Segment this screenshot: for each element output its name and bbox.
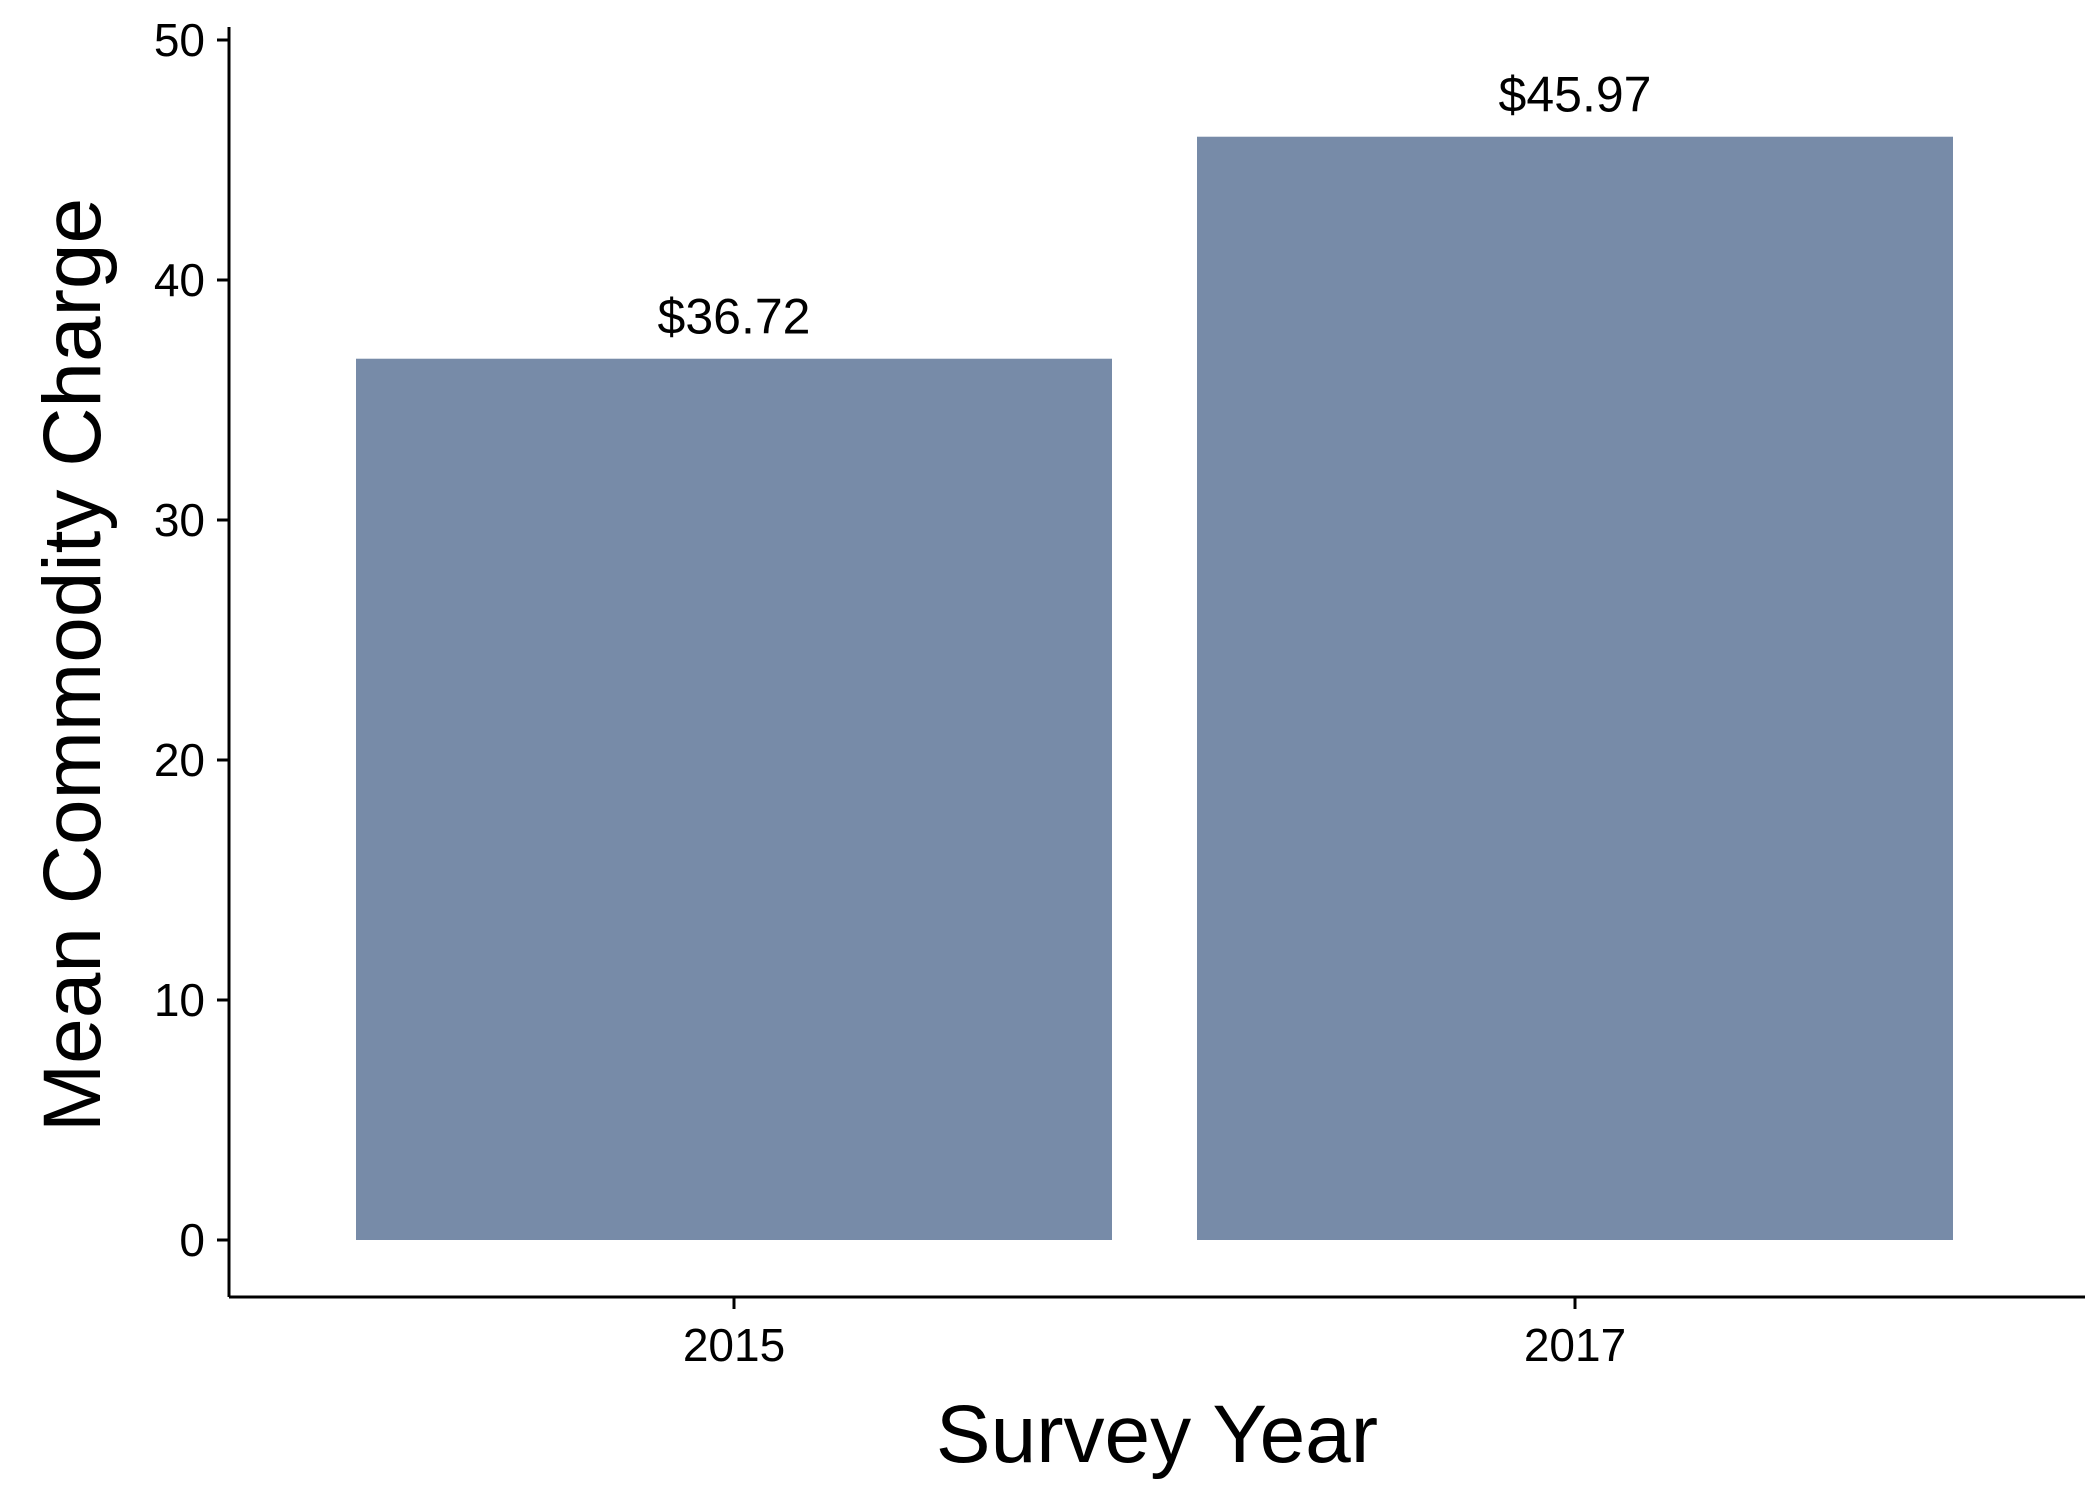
x-tick-label-2017: 2017: [1524, 1319, 1626, 1371]
bar-2015: [356, 358, 1112, 1241]
y-axis-title: Mean Commodity Charge: [27, 198, 118, 1132]
data-label-2015: $36.72: [658, 289, 811, 345]
data-label-2017: $45.97: [1499, 67, 1652, 123]
y-tick-label-20: 20: [154, 734, 205, 786]
y-axis: 0 10 20 30 40 50: [154, 14, 231, 1297]
bars-layer: [356, 136, 1953, 1241]
x-tick-label-2015: 2015: [683, 1319, 785, 1371]
x-axis: 2015 2017: [229, 1295, 2085, 1371]
y-tick-label-30: 30: [154, 494, 205, 546]
y-tick-label-10: 10: [154, 974, 205, 1026]
data-labels-layer: $36.72 $45.97: [658, 67, 1652, 345]
y-tick-label-40: 40: [154, 254, 205, 306]
bar-2017: [1197, 136, 1953, 1241]
y-tick-label-0: 0: [179, 1214, 205, 1266]
y-tick-label-50: 50: [154, 14, 205, 66]
x-axis-title: Survey Year: [936, 1389, 1378, 1480]
